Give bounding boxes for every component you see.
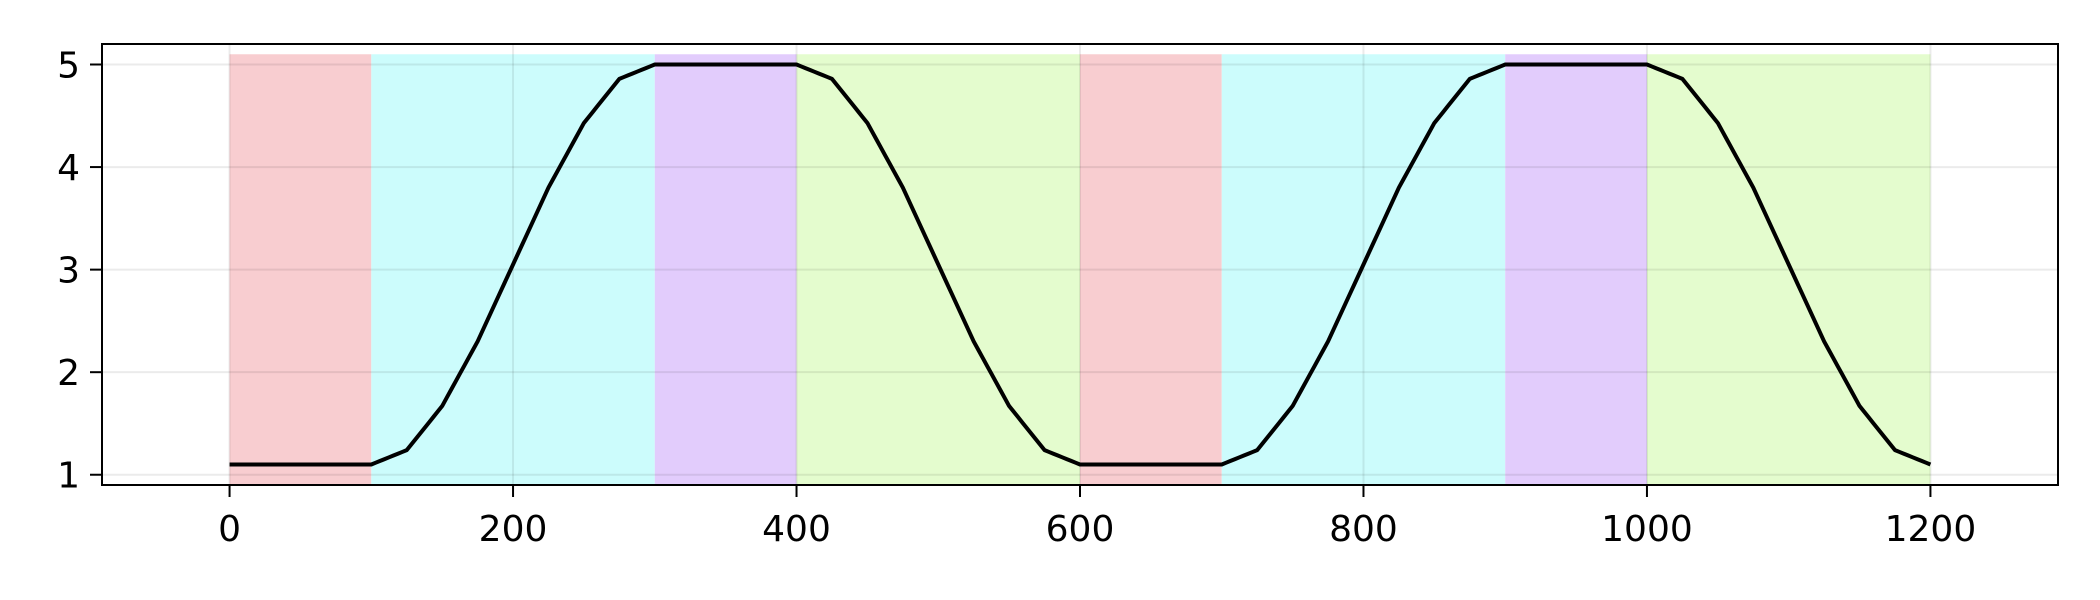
x-tick-label-4: 800 xyxy=(1329,509,1398,550)
x-tick-label-5: 1000 xyxy=(1601,509,1693,550)
x-tick-label-3: 600 xyxy=(1046,509,1115,550)
y-tick-label-2: 3 xyxy=(57,251,80,292)
series-line-1 xyxy=(229,62,1932,467)
x-tick-label-2: 400 xyxy=(762,509,831,550)
shaded-bands xyxy=(229,54,1931,486)
shaded-band-8 xyxy=(1646,54,1931,486)
shaded-band-5 xyxy=(1080,54,1222,486)
axis-ticks xyxy=(90,63,1932,497)
shaded-band-3 xyxy=(654,54,797,486)
shaded-band-6 xyxy=(1221,54,1506,486)
y-tick-label-3: 4 xyxy=(57,148,80,189)
grid-lines xyxy=(102,44,2058,485)
y-tick-label-0: 1 xyxy=(57,456,80,497)
x-tick-label-6: 1200 xyxy=(1885,509,1977,550)
y-tick-label-1: 2 xyxy=(57,353,80,394)
x-tick-label-1: 200 xyxy=(479,509,548,550)
tick-labels: 0 200 400 600 800 1000 1200 1 2 3 4 5 xyxy=(57,46,1976,550)
y-tick-label-4: 5 xyxy=(57,46,80,87)
x-tick-label-0: 0 xyxy=(218,509,241,550)
shaded-band-1 xyxy=(229,54,372,486)
shaded-band-2 xyxy=(371,54,655,486)
shaded-band-7 xyxy=(1505,54,1647,486)
series-layer xyxy=(229,62,1932,467)
shaded-band-4 xyxy=(796,54,1080,486)
